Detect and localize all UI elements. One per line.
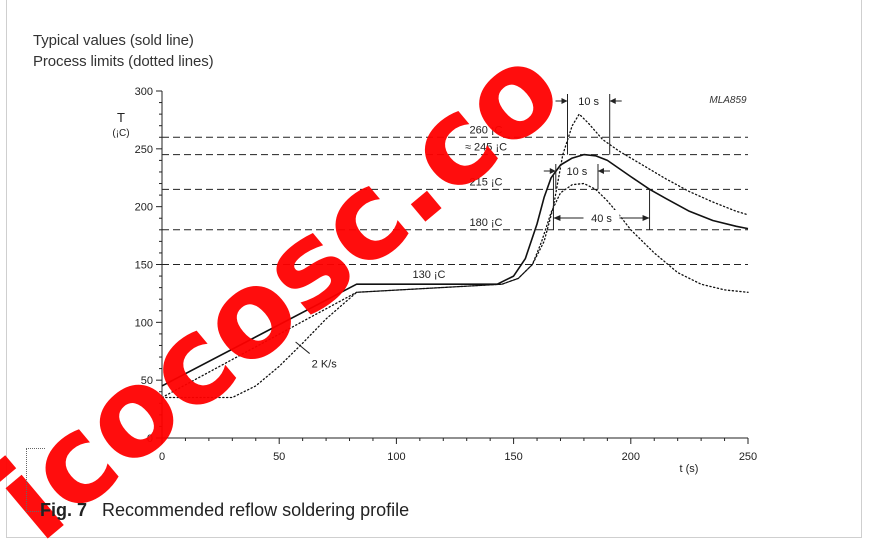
reference-label-260: 260 ¡C xyxy=(469,124,502,136)
y-axis-label: T xyxy=(117,110,125,125)
x-tick-label-150: 150 xyxy=(504,451,522,463)
y-tick-label-0: 0 xyxy=(147,433,153,445)
reference-label-180: 180 ¡C xyxy=(469,217,502,229)
annotation-40s-label-bg xyxy=(583,210,620,225)
x-tick-label-50: 50 xyxy=(273,451,285,463)
annotation-peak-10s-arrowhead-right xyxy=(609,98,616,104)
caption-bracket xyxy=(26,448,45,512)
annotation-40s-label: 40 s xyxy=(591,213,612,225)
y-tick-label-200: 200 xyxy=(135,202,153,214)
reference-label-245: ≈ 245 ¡C xyxy=(465,142,507,154)
watermark-text: icocosc.co xyxy=(0,17,587,544)
annotation-soak-temp: 130 ¡C xyxy=(412,269,445,281)
figure-title: Recommended reflow soldering profile xyxy=(102,500,410,520)
figure-label: Fig. 7 xyxy=(40,500,88,520)
series-0-solid-line xyxy=(161,153,749,387)
series-2-dotted-line xyxy=(161,182,749,399)
y-tick-label-100: 100 xyxy=(135,317,153,329)
series-1-dotted-line xyxy=(161,113,749,399)
annotation-40s-arrowhead-right xyxy=(642,215,650,221)
figure-frame xyxy=(6,0,862,538)
figure-caption: Fig. 7 Recommended reflow soldering prof… xyxy=(40,500,409,521)
y-tick-label-50: 50 xyxy=(141,375,153,387)
legend-typical: Typical values (sold line) xyxy=(33,32,194,49)
chart-code-label: MLA859 xyxy=(709,95,747,106)
annotation-peak-10s-label: 10 s xyxy=(578,96,599,108)
x-tick-label-200: 200 xyxy=(622,451,640,463)
annotation-slope: 2 K/s xyxy=(312,359,338,371)
reference-label-215: 215 ¡C xyxy=(469,176,502,188)
x-axis-label: t (s) xyxy=(680,463,699,475)
y-axis-unit: (¡C) xyxy=(112,128,129,139)
annotation-mid-10s-label: 10 s xyxy=(566,166,587,178)
annotation-40s-arrowhead-left xyxy=(553,215,561,221)
legend-limits: Process limits (dotted lines) xyxy=(33,53,214,70)
x-tick-label-100: 100 xyxy=(387,451,405,463)
x-tick-label-0: 0 xyxy=(159,451,165,463)
y-tick-label-300: 300 xyxy=(135,86,153,98)
y-tick-label-150: 150 xyxy=(135,260,153,272)
slope-leader xyxy=(295,341,310,354)
annotation-mid-10s-arrowhead-right xyxy=(597,168,604,174)
x-tick-label-250: 250 xyxy=(739,451,757,463)
annotation-mid-10s-arrowhead-left xyxy=(549,168,556,174)
annotation-peak-10s-arrowhead-left xyxy=(561,98,568,104)
y-tick-label-250: 250 xyxy=(135,144,153,156)
